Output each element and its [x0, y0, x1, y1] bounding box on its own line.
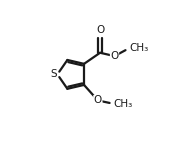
Text: CH₃: CH₃: [113, 99, 133, 109]
Text: O: O: [110, 51, 119, 61]
Text: O: O: [96, 25, 104, 35]
Text: O: O: [94, 95, 102, 105]
Text: CH₃: CH₃: [129, 43, 148, 53]
Text: S: S: [51, 69, 57, 79]
